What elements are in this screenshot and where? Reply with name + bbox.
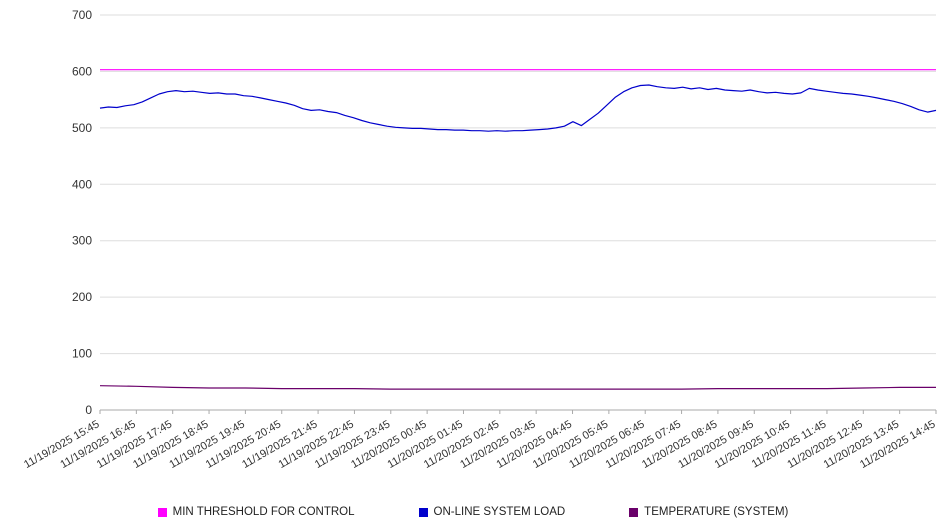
y-tick-label: 0 [85, 403, 92, 417]
y-tick-label: 400 [72, 177, 92, 191]
series-line-temperature-system- [99, 385, 936, 390]
y-tick-label: 700 [72, 8, 92, 22]
legend-item-temperature-system-: TEMPERATURE (SYSTEM) [629, 506, 788, 518]
y-tick-label: 600 [72, 64, 92, 78]
y-tick-label: 300 [72, 234, 92, 248]
series-line-on-line-system-load [99, 84, 937, 132]
legend-swatch-icon [418, 507, 428, 517]
legend-label: ON-LINE SYSTEM LOAD [433, 506, 566, 518]
y-tick-label: 100 [72, 347, 92, 361]
y-tick-label: 500 [72, 121, 92, 135]
legend-label: MIN THRESHOLD FOR CONTROL [172, 506, 355, 518]
legend-swatch-icon [157, 507, 167, 517]
chart-legend: MIN THRESHOLD FOR CONTROL ON-LINE SYSTEM … [0, 506, 946, 518]
y-tick-label: 200 [72, 290, 92, 304]
legend-label: TEMPERATURE (SYSTEM) [644, 506, 789, 518]
legend-item-min-threshold-for-control: MIN THRESHOLD FOR CONTROL [157, 506, 355, 518]
legend-swatch-icon [629, 507, 639, 517]
legend-item-on-line-system-load: ON-LINE SYSTEM LOAD [418, 506, 566, 518]
